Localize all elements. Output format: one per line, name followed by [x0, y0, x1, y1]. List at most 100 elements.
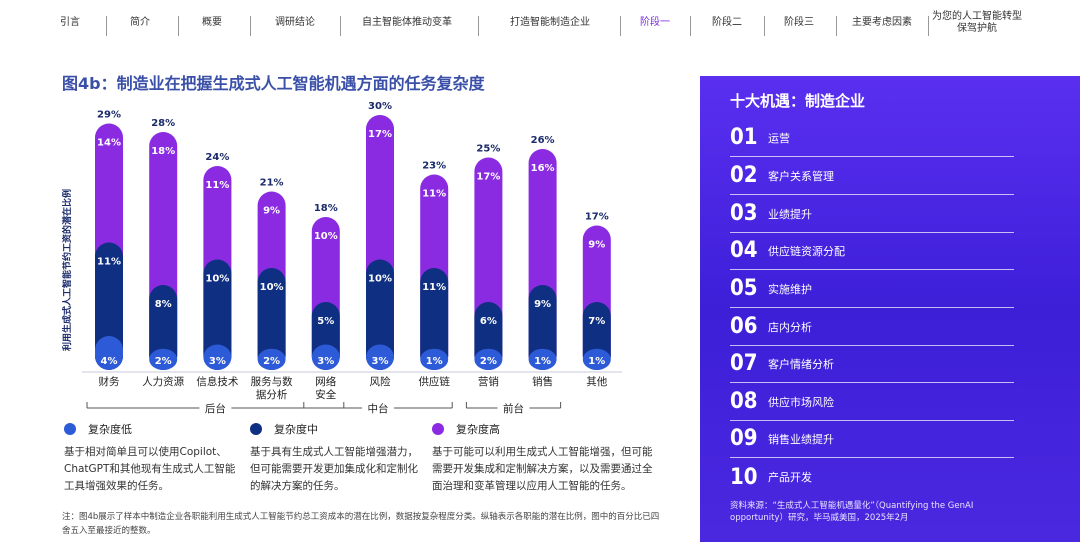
bar-segment-low	[311, 344, 340, 370]
opportunity-number: 03	[730, 201, 758, 226]
data-label-mid: 5%	[317, 316, 334, 327]
category-label: 网络	[315, 375, 336, 388]
opportunity-label: 实施维护	[768, 282, 812, 296]
data-label-high: 11%	[422, 189, 446, 200]
bar-segment-mid	[149, 285, 178, 370]
category-label: 安全	[315, 388, 336, 401]
bar-segment-mid	[420, 268, 449, 370]
opportunity-label: 销售业绩提升	[768, 432, 834, 446]
bar-total-label: 17%	[585, 212, 609, 223]
data-label-high: 11%	[205, 180, 229, 191]
legend-mid-label: 复杂度中	[274, 423, 318, 436]
data-label-high: 17%	[368, 129, 392, 140]
opportunity-number: 05	[730, 276, 758, 301]
data-label-high: 10%	[314, 231, 338, 242]
category-label: 其他	[586, 375, 607, 388]
chart-title: 图4b：制造业在把握生成式人工智能机遇方面的任务复杂度	[62, 74, 485, 93]
nav-item-summary[interactable]: 概要	[202, 17, 222, 28]
category-label: 供应链	[418, 375, 450, 388]
nav-separator	[250, 16, 251, 36]
nav-separator	[836, 16, 837, 36]
data-label-mid: 10%	[368, 274, 392, 285]
nav-item-overview[interactable]: 简介	[130, 17, 150, 28]
group-label: 中台	[368, 402, 389, 415]
opportunity-label: 供应链资源分配	[768, 244, 845, 258]
legend-high-description: 基于可能可以利用生成式人工智能增强，但可能需要开发集成和定制解决方案，以及需要通…	[432, 446, 653, 492]
bar-total-label: 23%	[422, 161, 446, 172]
data-label-mid: 6%	[480, 316, 497, 327]
data-label-low: 3%	[209, 356, 226, 367]
data-label-high: 16%	[531, 163, 555, 174]
category-label: 销售	[532, 375, 553, 388]
opportunity-item: 08 供应市场风险	[730, 383, 1014, 421]
data-label-mid: 11%	[97, 257, 121, 268]
opportunity-number: 07	[730, 351, 758, 376]
bar-segment-low	[528, 348, 557, 370]
category-label: 服务与数	[251, 375, 293, 388]
nav-item-findings[interactable]: 调研结论	[275, 17, 315, 28]
chart-footnote: 注：图4b展示了样本中制造企业各职能利用生成式人工智能节约总工资成本的潜在比例，…	[62, 512, 660, 536]
nav-item-smart-mfg[interactable]: 打造智能制造企业	[510, 17, 590, 28]
nav-item-stage-3[interactable]: 阶段三	[784, 17, 814, 28]
legend-mid-description: 基于具有生成式人工智能增强潜力，但可能需要开发更加集成化和定制化的解决方案的任务…	[250, 446, 418, 492]
data-label-low: 2%	[263, 356, 280, 367]
nav-separator	[178, 16, 179, 36]
opportunity-label: 业绩提升	[768, 207, 812, 221]
opportunities-panel: 十大机遇：制造企业 01 运营 02 客户关系管理 03 业绩提升 04 供应链…	[700, 76, 1080, 542]
data-label-high: 9%	[263, 206, 280, 217]
data-label-mid: 10%	[260, 282, 284, 293]
legend-high: 复杂度高	[432, 421, 500, 437]
bar-total-label: 21%	[260, 178, 284, 189]
bar-segment-mid	[366, 259, 394, 370]
nav-item-safeguard[interactable]: 为您的人工智能转型保驾护航	[932, 11, 1022, 34]
bar-segment-low	[420, 348, 449, 370]
opportunity-label: 客户关系管理	[768, 169, 834, 183]
data-label-high: 14%	[97, 138, 121, 149]
nav-item-stage-2[interactable]: 阶段二	[712, 17, 742, 28]
category-label: 人力资源	[142, 375, 184, 388]
bar-total-label: 18%	[314, 203, 338, 214]
opportunity-label: 产品开发	[768, 471, 812, 484]
nav-item-considerations[interactable]: 主要考虑因素	[852, 17, 912, 28]
nav-separator	[620, 16, 621, 36]
bar-total-label: 25%	[476, 144, 500, 155]
nav-separator	[478, 16, 479, 36]
bar-segment-low	[582, 348, 611, 370]
opportunity-number: 04	[730, 238, 758, 263]
opportunity-item: 09 销售业绩提升	[730, 420, 1014, 458]
bar-total-label: 30%	[368, 101, 392, 112]
nav-item-intro[interactable]: 引言	[60, 17, 80, 28]
opportunity-label: 店内分析	[768, 320, 812, 334]
nav-item-stage-1[interactable]: 阶段一	[640, 17, 670, 28]
data-label-mid: 11%	[422, 282, 446, 293]
opportunity-number: 08	[730, 389, 758, 414]
opportunity-number: 02	[730, 163, 758, 188]
nav-separator	[764, 16, 765, 36]
data-label-high: 17%	[476, 172, 500, 183]
category-label: 营销	[478, 375, 499, 388]
opportunity-item: 07 客户情绪分析	[730, 345, 1014, 383]
opportunity-number: 09	[730, 426, 758, 451]
nav-separator	[106, 16, 107, 36]
bar-segment-low	[95, 336, 123, 370]
group-label: 前台	[503, 402, 524, 415]
data-label-mid: 8%	[155, 299, 172, 310]
top-nav: 引言 简介 概要 调研结论 自主智能体推动变革 打造智能制造企业 阶段一 阶段二…	[0, 0, 1080, 46]
opportunity-item: 04 供应链资源分配	[730, 232, 1014, 270]
opportunity-item: 05 实施维护	[730, 270, 1014, 308]
data-label-mid: 7%	[588, 316, 605, 327]
nav-separator	[928, 16, 929, 36]
y-axis-label: 利用生成式人工智能节约工资的潜在比例	[61, 189, 73, 352]
category-label: 信息技术	[196, 375, 238, 388]
bar-segment-low	[149, 348, 178, 370]
stacked-bar-chart: 利用生成式人工智能节约工资的潜在比例 29% 14% 11% 4% 财务 28% 18% 8% 2…	[61, 101, 622, 415]
opportunity-label: 供应市场风险	[768, 395, 834, 409]
bar-total-label: 28%	[151, 118, 175, 129]
nav-item-agents[interactable]: 自主智能体推动变革	[362, 17, 452, 28]
bar-segment-low	[474, 348, 503, 370]
legend-high-dot	[432, 423, 444, 435]
category-label: 风险	[370, 375, 391, 388]
opportunity-item: 03 业绩提升	[730, 195, 1014, 233]
legend-low: 复杂度低	[64, 421, 132, 437]
opportunity-item: 06 店内分析	[730, 308, 1014, 346]
